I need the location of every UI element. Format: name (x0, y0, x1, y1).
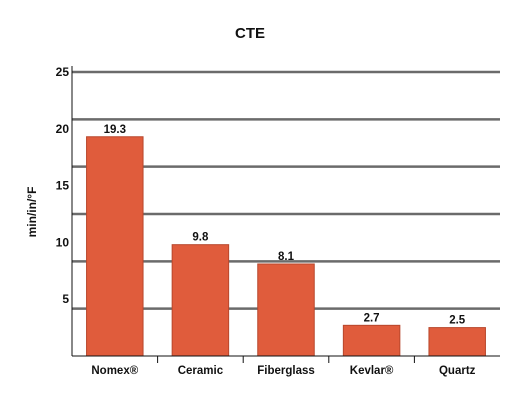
y-axis-label: min/in/°F (25, 187, 39, 238)
bar (171, 244, 230, 357)
axes (71, 66, 500, 363)
bar (342, 324, 401, 357)
data-label: 9.8 (192, 232, 209, 244)
labels: 5 10 15 20 25 19.3 Nomex® 9.8 Ceramic 8.1 Fibergla… (56, 65, 476, 377)
x-tick-label: Ceramic (178, 365, 224, 377)
bar (86, 136, 144, 357)
bars (86, 136, 486, 357)
chart-title: CTE (235, 25, 265, 42)
x-tick-label: Quartz (439, 365, 476, 377)
bar (428, 327, 486, 357)
y-tick-label: 10 (56, 235, 70, 249)
x-tick-label: Kevlar® (350, 365, 394, 377)
bar (257, 263, 315, 357)
x-tick-label: Fiberglass (257, 365, 315, 377)
y-tick-label: 15 (56, 179, 70, 193)
y-tick-label: 25 (56, 65, 70, 79)
y-tick-label: 20 (56, 122, 70, 136)
x-tick-label: Nomex® (91, 365, 138, 377)
data-label: 8.1 (278, 251, 295, 263)
data-label: 19.3 (104, 124, 126, 136)
data-label: 2.5 (449, 315, 466, 327)
y-tick-label: 5 (62, 292, 69, 306)
data-label: 2.7 (364, 312, 380, 324)
